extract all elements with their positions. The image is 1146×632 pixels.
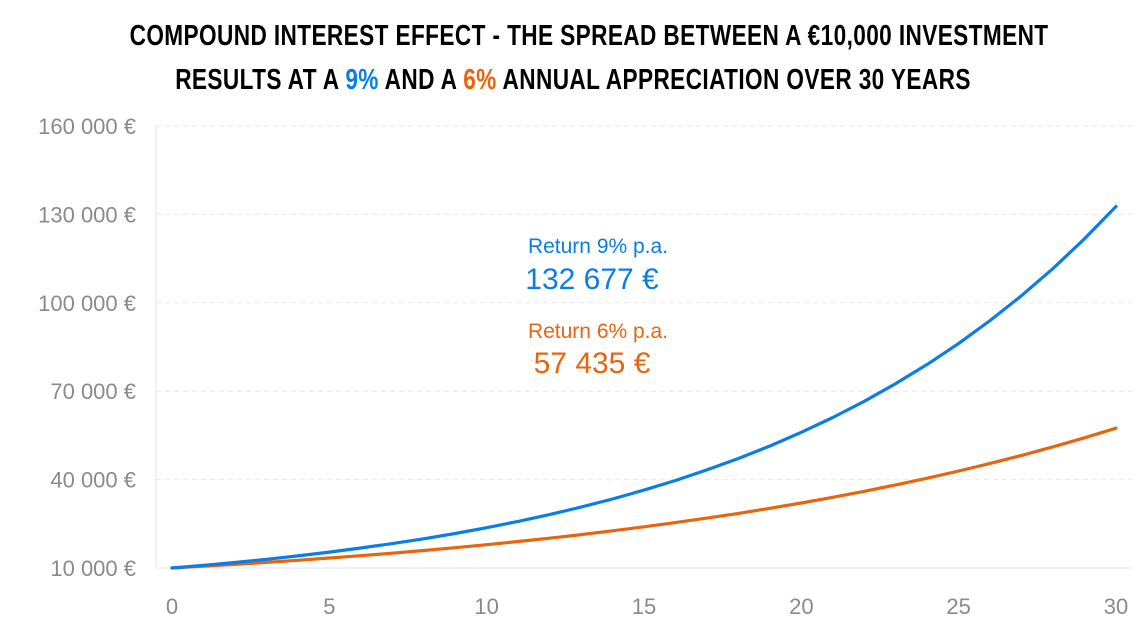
series-line [170, 204, 1118, 570]
x-tick-label: 25 [946, 594, 970, 619]
y-tick-label: 160 000 € [38, 114, 136, 139]
x-tick-label: 30 [1104, 594, 1128, 619]
y-tick-label: 100 000 € [38, 291, 136, 316]
x-tick-label: 20 [789, 594, 813, 619]
title-text: ANNUAL APPRECIATION OVER 30 YEARS [496, 64, 971, 96]
title-9-percent: 9% [345, 64, 379, 96]
annotation-label: Return 9% p.a. [528, 235, 668, 258]
chart-title: COMPOUND INTEREST EFFECT - THE SPREAD BE… [0, 14, 1146, 102]
annotation-label: Return 6% p.a. [528, 320, 668, 343]
title-line-1: COMPOUND INTEREST EFFECT - THE SPREAD BE… [129, 20, 1049, 52]
x-tick-label: 0 [166, 594, 178, 619]
y-tick-label: 130 000 € [38, 202, 136, 227]
title-text: RESULTS AT A [175, 64, 346, 96]
annotation-value: 132 677 € [525, 263, 659, 296]
x-tick-label: 5 [323, 594, 335, 619]
title-6-percent: 6% [463, 64, 497, 96]
y-tick-label: 10 000 € [50, 556, 136, 581]
x-tick-label: 15 [632, 594, 656, 619]
series-line [170, 426, 1118, 570]
annotation-value: 57 435 € [534, 347, 651, 380]
y-tick-label: 40 000 € [50, 468, 136, 493]
title-text: AND A [378, 64, 464, 96]
title-line-2: RESULTS AT A 9% AND A 6% ANNUAL APPRECIA… [175, 58, 971, 102]
y-tick-label: 70 000 € [50, 379, 136, 404]
x-tick-label: 10 [474, 594, 498, 619]
